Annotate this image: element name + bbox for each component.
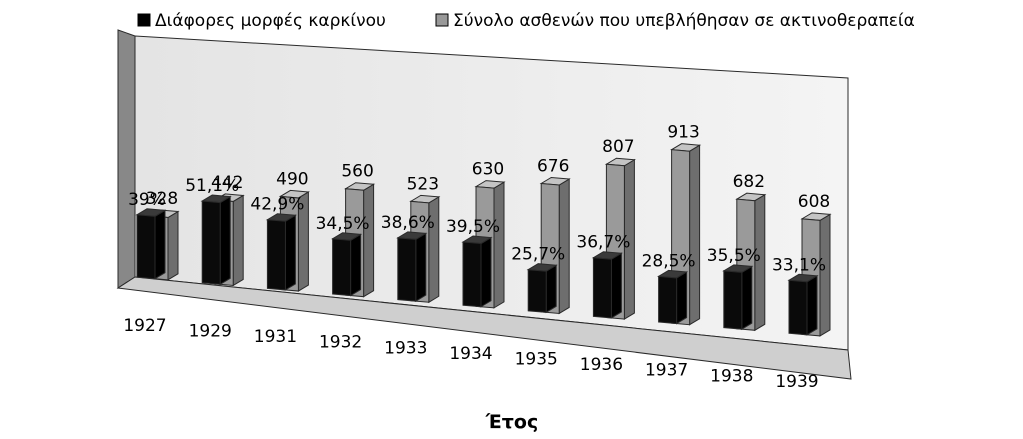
bar-cancer-1927-front [136,214,156,280]
data-label-total-1938: 682 [733,172,765,192]
bar-cancer-1927 [135,208,167,280]
bar-cancer-1929-side [219,195,231,286]
x-tick-1931: 1931 [254,327,297,347]
bar-cancer-1935-front [527,269,547,313]
bar-total-1927-side [167,210,179,281]
bar-total-1934-side [493,181,505,309]
x-tick-1937: 1937 [645,361,688,381]
legend-swatch-black [137,13,151,27]
data-label-cancer-1932: 34,5% [316,214,370,234]
bar-total-1932-side [363,183,375,298]
legend-entry-1: Διάφορες μορφές καρκίνου [155,11,386,31]
x-tick-1933: 1933 [384,338,427,358]
x-tick-1929: 1929 [189,321,232,341]
bars [135,143,832,337]
data-label-total-1933: 523 [407,174,439,194]
x-axis-title: Έτος [485,411,539,433]
bar-cancer-1929-front [201,200,221,285]
x-tick-1934: 1934 [449,344,492,364]
side-wall [117,29,136,289]
x-tick-labels: 1927 1929 1931 1932 1933 1934 1935 1936 1937 1938… [123,316,818,392]
bar-cancer-1937-side [676,271,688,325]
bar-cancer-1937 [657,269,689,325]
x-tick-1938: 1938 [710,366,753,386]
data-label-cancer-1935: 25,7% [511,245,565,265]
bar-cancer-1939 [787,273,819,336]
bar-cancer-1934-side [480,236,492,308]
bar-cancer-1933-side [415,232,427,303]
legend-swatch-gray [435,13,449,27]
data-label-cancer-1938: 35,5% [707,246,761,266]
data-label-cancer-1933: 38,6% [381,213,435,233]
bar-cancer-1936-front [592,257,612,319]
x-tick-1936: 1936 [580,355,623,375]
bar-cancer-1929 [200,194,232,286]
bar-cancer-1934-front [462,241,482,308]
legend-entry-2: Σύνολο ασθενών που υπεβλήθησαν σε ακτινο… [453,11,915,31]
bar-cancer-1933 [396,231,428,303]
bar-cancer-1932-front [332,238,352,297]
x-tick-1932: 1932 [319,333,362,353]
bar-cancer-1936-side [610,252,622,319]
bar-cancer-1938-side [741,265,753,331]
bar-cancer-1931 [265,213,297,291]
bar-total-1937-side [689,144,701,326]
bar-cancer-1932-side [350,233,362,297]
data-label-cancer-1931: 42,9% [250,195,304,215]
x-tick-1927: 1927 [123,316,166,336]
bar-cancer-1927-side [154,209,166,280]
data-label-total-1931: 490 [276,169,308,189]
bar-cancer-1935-side [545,264,557,314]
bar-cancer-1938-front [723,270,743,330]
legend: Διάφορες μορφές καρκίνου Σύνολο ασθενών … [137,11,915,31]
data-label-total-1939: 608 [798,192,830,212]
bar-cancer-1935 [526,263,558,314]
data-label-total-1932: 560 [341,162,373,182]
data-label-total-1937: 913 [667,123,699,143]
bar-cancer-1933-front [397,237,417,302]
bar-cancer-1931-front [266,219,286,291]
data-label-total-1935: 676 [537,156,569,176]
data-label-total-1936: 807 [602,137,634,157]
data-label-cancer-1939: 33,1% [772,255,826,275]
bar-cancer-1939-side [806,274,818,336]
bar-total-1929-side [232,194,244,287]
bar-cancer-1931-side [284,214,296,291]
data-label-total-1929: 442 [211,173,243,193]
data-label-total-1927: 328 [146,189,178,209]
bar-cancer-1939-front [788,279,808,336]
x-tick-1939: 1939 [775,372,818,392]
bar-cancer-1936 [591,251,623,319]
bar-cancer-1934 [461,235,493,308]
bar-cancer-1938 [722,264,754,331]
data-label-cancer-1936: 36,7% [576,233,630,253]
data-label-cancer-1937: 28,5% [642,251,696,271]
data-label-cancer-1934: 39,5% [446,217,500,237]
x-tick-1935: 1935 [515,350,558,370]
data-label-cancer-1929: 51,1% [185,176,239,196]
data-label-cancer-1927: 39% [128,190,166,210]
bar-cancer-1937-front [658,275,678,325]
chart-floor [116,276,852,380]
bar-cancer-1932 [331,232,363,297]
data-label-total-1934: 630 [472,160,504,180]
